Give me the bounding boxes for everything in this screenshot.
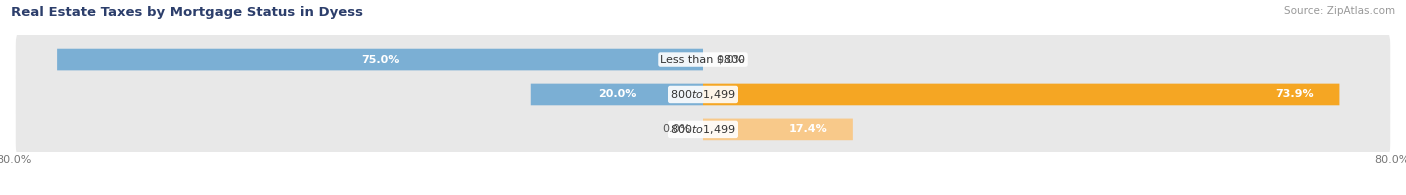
Text: $800 to $1,499: $800 to $1,499 <box>671 88 735 101</box>
FancyBboxPatch shape <box>703 84 1340 105</box>
Text: Less than $800: Less than $800 <box>661 55 745 65</box>
FancyBboxPatch shape <box>15 69 1391 120</box>
FancyBboxPatch shape <box>703 119 853 140</box>
FancyBboxPatch shape <box>15 104 1391 155</box>
Text: 0.0%: 0.0% <box>716 55 744 65</box>
Text: 17.4%: 17.4% <box>789 124 827 134</box>
FancyBboxPatch shape <box>15 34 1391 85</box>
Text: 75.0%: 75.0% <box>361 55 399 65</box>
FancyBboxPatch shape <box>58 49 703 70</box>
FancyBboxPatch shape <box>531 84 703 105</box>
Text: Real Estate Taxes by Mortgage Status in Dyess: Real Estate Taxes by Mortgage Status in … <box>11 6 363 19</box>
Text: 73.9%: 73.9% <box>1275 90 1313 99</box>
Text: $800 to $1,499: $800 to $1,499 <box>671 123 735 136</box>
Text: 20.0%: 20.0% <box>598 90 636 99</box>
Text: Source: ZipAtlas.com: Source: ZipAtlas.com <box>1284 6 1395 16</box>
Text: 0.0%: 0.0% <box>662 124 690 134</box>
